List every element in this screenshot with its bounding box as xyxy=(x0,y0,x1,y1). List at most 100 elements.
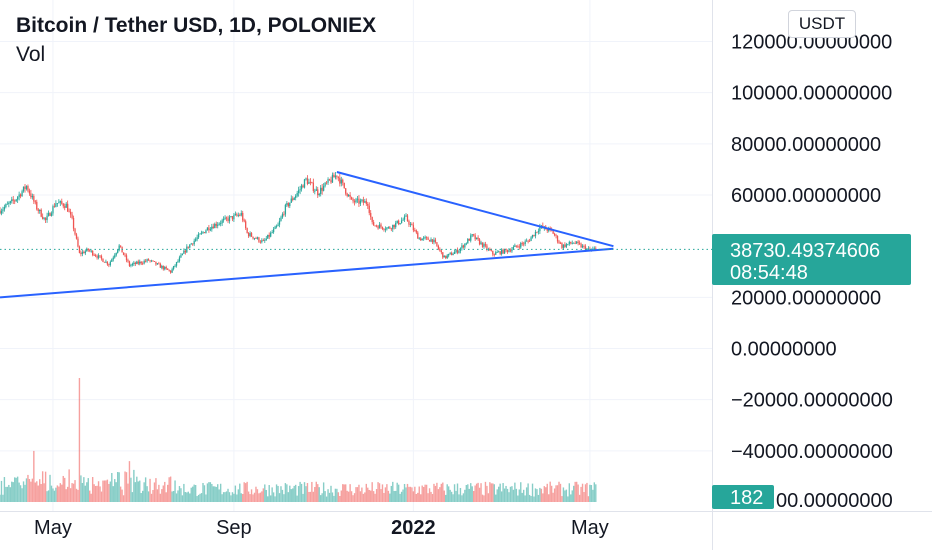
volume-bar xyxy=(531,483,534,502)
candle-body xyxy=(75,234,78,239)
candle-body xyxy=(65,203,67,208)
candle xyxy=(81,249,84,257)
volume-bar xyxy=(486,485,488,502)
candle xyxy=(411,222,413,226)
candle xyxy=(296,190,298,198)
volume-bar xyxy=(319,495,322,502)
candle-body xyxy=(478,239,481,245)
candle-body xyxy=(108,264,110,266)
candle-body xyxy=(93,255,95,256)
candle-body xyxy=(347,194,350,196)
volume-bar xyxy=(287,492,290,502)
candle-body xyxy=(409,224,412,225)
candle xyxy=(72,215,75,232)
candle-body xyxy=(446,255,448,259)
volume-bar xyxy=(589,484,591,502)
candle-body xyxy=(520,243,522,248)
candle-body xyxy=(171,269,173,273)
candle xyxy=(274,225,276,230)
candle-body xyxy=(33,196,35,202)
volume-bar xyxy=(578,494,581,502)
volume-bar xyxy=(187,491,189,502)
candle xyxy=(69,208,72,218)
volume-bar xyxy=(275,484,278,502)
candle xyxy=(146,258,148,263)
candle-body xyxy=(183,250,185,254)
candle-body xyxy=(136,261,138,265)
volume-indicator-label[interactable]: Vol xyxy=(16,43,46,66)
volume-bar xyxy=(205,494,207,502)
candle xyxy=(292,196,294,202)
candle xyxy=(465,242,467,246)
candle xyxy=(567,243,569,246)
candle-body xyxy=(353,201,356,203)
candle xyxy=(105,259,107,264)
candle xyxy=(467,238,469,244)
candle-body xyxy=(196,237,198,240)
volume-bar xyxy=(134,482,137,502)
volume-bar xyxy=(512,489,515,502)
candle xyxy=(180,253,182,258)
candle-body xyxy=(30,193,32,198)
candle xyxy=(393,224,395,230)
volume-bar xyxy=(33,450,35,502)
candle xyxy=(102,258,104,263)
volume-bar xyxy=(302,493,304,502)
y-tick-label: 20000.00000000 xyxy=(731,287,881,309)
candle-body xyxy=(462,245,465,248)
candle-body xyxy=(284,204,287,215)
candle-body xyxy=(555,235,557,237)
volume-bar xyxy=(537,494,540,502)
candle xyxy=(558,239,560,245)
candle xyxy=(255,236,257,240)
volume-bar xyxy=(545,487,547,502)
candle xyxy=(46,212,48,223)
volume-bar xyxy=(567,496,569,502)
candle-body xyxy=(495,252,497,255)
volume-bar xyxy=(84,485,87,502)
volume-bar xyxy=(459,487,462,502)
candle xyxy=(281,212,284,219)
candle xyxy=(221,218,223,226)
candle xyxy=(115,252,117,257)
volume-bar xyxy=(470,483,472,502)
candle-body xyxy=(278,220,281,225)
candle xyxy=(158,261,160,265)
y-tick-label: 80000.00000000 xyxy=(731,134,881,156)
volume-bar xyxy=(368,489,370,502)
y-tick-label: −20000.00000000 xyxy=(731,390,893,412)
candle-body xyxy=(34,201,36,203)
candle xyxy=(347,194,350,197)
candle-body xyxy=(424,237,426,239)
candle-body xyxy=(265,238,267,241)
candle-body xyxy=(536,231,538,233)
volume-bar xyxy=(552,492,554,502)
candle-body xyxy=(518,246,520,248)
candle xyxy=(55,200,57,208)
candle xyxy=(317,186,319,199)
volume-bar xyxy=(555,485,557,502)
volume-bar xyxy=(453,484,456,502)
volume-bar xyxy=(59,483,62,502)
candle-body xyxy=(427,237,429,240)
volume-bar xyxy=(528,494,531,502)
volume-bar xyxy=(586,482,588,502)
candle-body xyxy=(149,260,151,262)
volume-bar xyxy=(420,494,422,502)
grid xyxy=(0,0,712,511)
candle-body xyxy=(403,216,406,220)
candle-body xyxy=(345,188,347,194)
candle-body xyxy=(421,238,423,241)
candle xyxy=(220,220,222,227)
candle-body xyxy=(355,199,357,203)
candle-body xyxy=(350,197,353,199)
volume-bar xyxy=(396,482,398,502)
currency-button[interactable]: USDT xyxy=(788,10,856,38)
candle xyxy=(506,249,509,254)
candle-body xyxy=(56,203,59,204)
candle xyxy=(495,250,497,255)
volume-bar xyxy=(175,493,178,502)
trendline-lower xyxy=(0,247,614,299)
candle-body xyxy=(242,212,244,221)
